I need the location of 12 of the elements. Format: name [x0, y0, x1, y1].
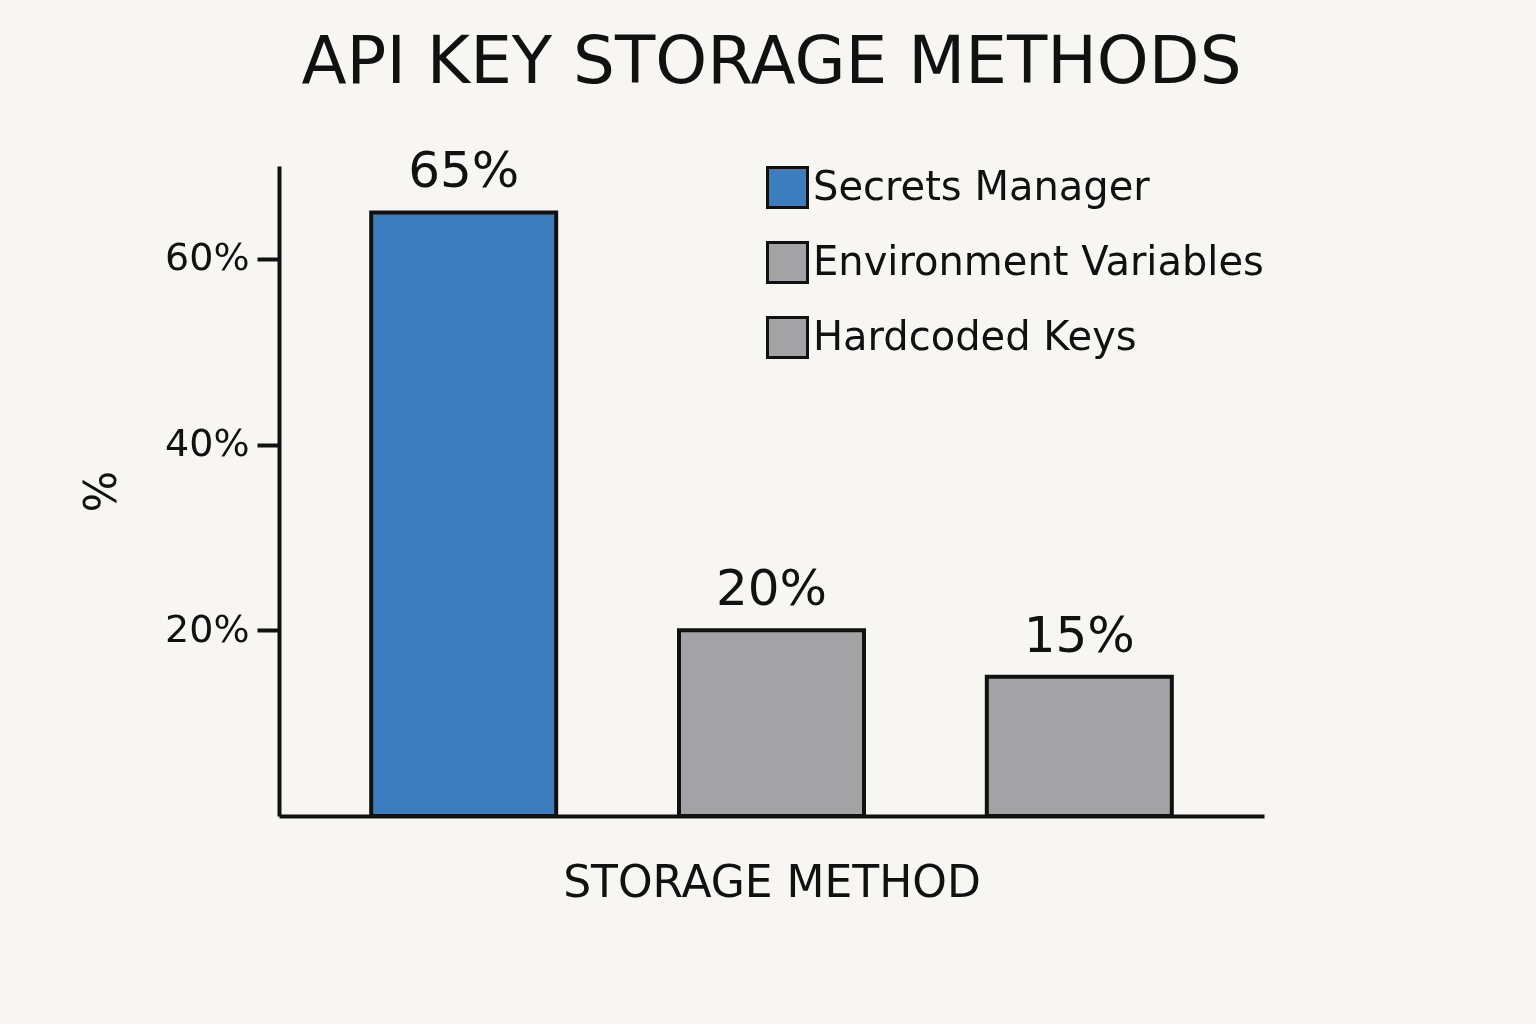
- data-label: 65%: [408, 141, 520, 200]
- legend-label: Hardcoded Keys: [813, 312, 1137, 359]
- y-tick-label: 60%: [165, 235, 250, 280]
- x-axis-title: STORAGE METHOD: [563, 855, 981, 907]
- data-label: 15%: [1023, 605, 1135, 664]
- y-axis-title: %: [75, 470, 127, 513]
- y-tick-label: 40%: [165, 421, 250, 466]
- y-tick-label: 20%: [165, 606, 250, 651]
- chart-title: API KEY STORAGE METHODS: [301, 22, 1242, 100]
- data-label: 20%: [715, 559, 828, 618]
- legend-label: Environment Variables: [813, 237, 1264, 284]
- legend-label: Secrets Manager: [813, 162, 1151, 209]
